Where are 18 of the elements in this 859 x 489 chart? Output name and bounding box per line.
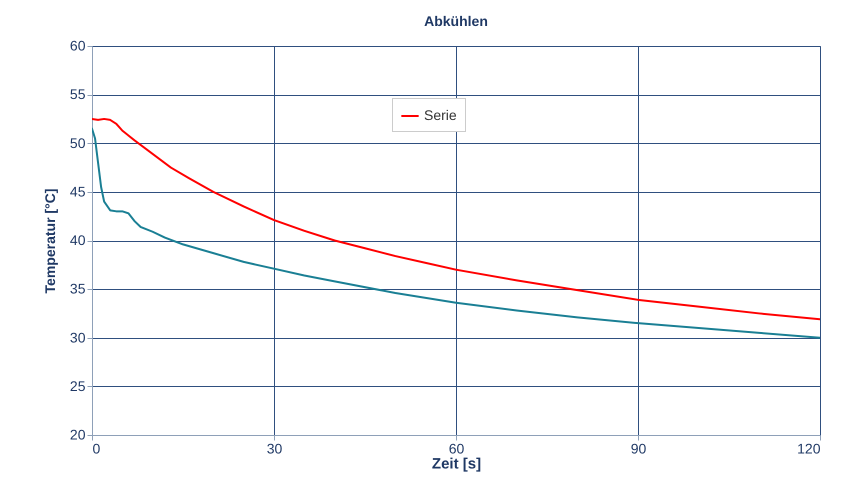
- chart-title: Abkühlen: [424, 13, 488, 29]
- y-tick-label: 25: [70, 378, 86, 394]
- y-tick-label: 55: [70, 86, 86, 102]
- x-tick-label: 0: [92, 440, 100, 456]
- legend-label: Serie: [424, 107, 457, 123]
- x-tick-label: 120: [797, 440, 821, 456]
- x-axis-title: Zeit [s]: [432, 456, 482, 472]
- x-tick-label: 60: [448, 440, 464, 456]
- y-tick-label: 60: [70, 38, 86, 54]
- x-tick-label: 30: [266, 440, 282, 456]
- y-tick-label: 40: [70, 232, 86, 248]
- y-tick-label: 50: [70, 134, 86, 151]
- y-tick-label: 30: [70, 329, 86, 346]
- y-tick-label: 35: [70, 280, 86, 297]
- y-tick-label: 45: [70, 183, 86, 200]
- y-axis-title: Temperatur [°C]: [42, 188, 58, 294]
- y-tick-label: 20: [70, 426, 86, 442]
- x-tick-label: 90: [630, 440, 646, 456]
